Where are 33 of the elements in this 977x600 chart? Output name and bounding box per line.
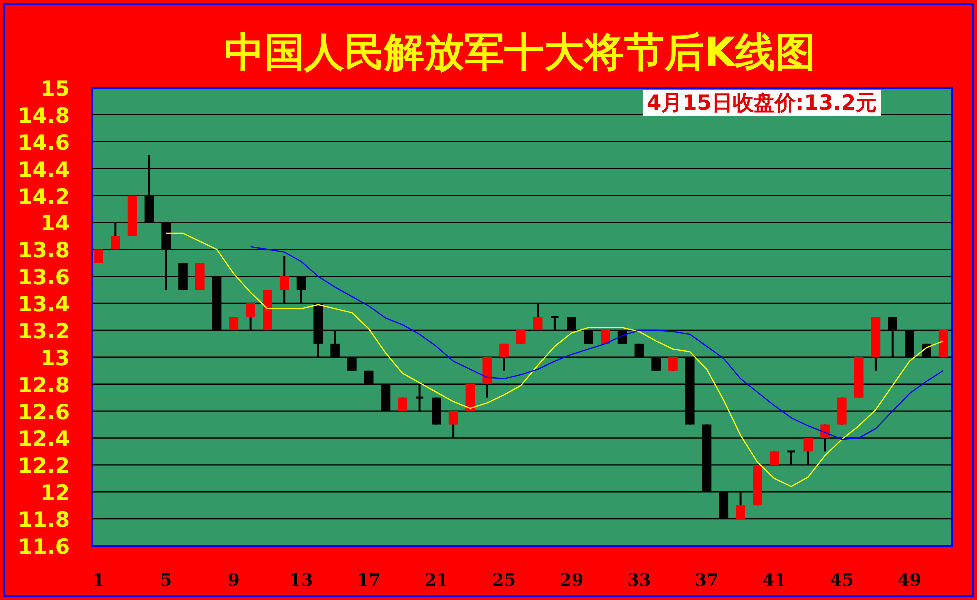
y-tick-label: 14.8	[18, 104, 70, 128]
x-tick-label: 1	[92, 571, 105, 591]
y-tick-label: 14.4	[18, 158, 70, 182]
x-tick-label: 37	[695, 571, 719, 591]
chart-title: 中国人民解放军十大将节后K线图	[224, 30, 816, 76]
x-tick-label: 5	[160, 571, 172, 591]
y-tick-label: 13	[40, 346, 70, 370]
x-tick-label: 49	[898, 571, 922, 591]
y-tick-label: 15	[40, 77, 70, 101]
y-tick-label: 14.2	[18, 184, 70, 209]
y-tick-label: 13.2	[18, 319, 70, 344]
y-tick-label: 13.4	[18, 292, 70, 317]
x-tick-label: 13	[290, 571, 314, 591]
x-tick-label: 9	[228, 571, 240, 591]
x-tick-label: 17	[357, 571, 381, 591]
x-tick-label: 41	[762, 571, 786, 591]
y-tick-label: 12.8	[18, 373, 70, 398]
y-tick-label: 13.8	[18, 238, 70, 263]
x-tick-label: 25	[492, 571, 516, 591]
x-tick-label: 45	[830, 571, 854, 591]
y-tick-label: 12.4	[18, 427, 70, 452]
y-tick-label: 14	[40, 212, 70, 236]
y-tick-label: 12	[40, 481, 70, 506]
x-tick-label: 33	[628, 571, 652, 591]
x-tick-label: 29	[560, 571, 584, 591]
x-tick-label: 21	[424, 571, 449, 591]
y-tick-label: 12.6	[18, 400, 70, 424]
y-tick-label: 13.6	[18, 266, 70, 290]
y-tick-label: 11.8	[18, 508, 70, 532]
y-tick-label: 11.6	[18, 535, 70, 559]
y-tick-label: 14.6	[18, 130, 70, 155]
annotation: 4月15日收盘价:13.2元	[642, 90, 882, 116]
y-tick-label: 12.2	[18, 454, 70, 478]
